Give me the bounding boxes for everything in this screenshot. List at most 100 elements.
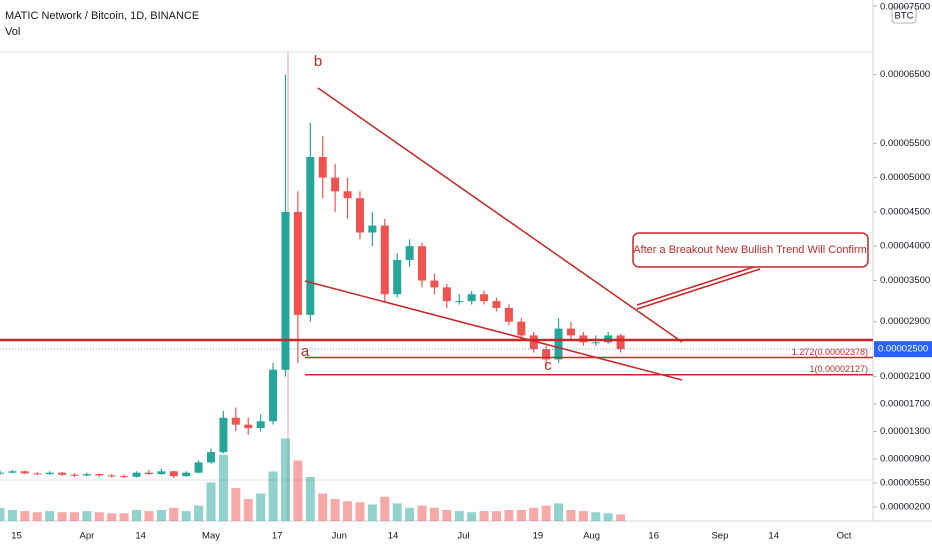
volume-bar: [231, 488, 241, 521]
volume-bar: [57, 512, 67, 521]
volume-bar: [169, 507, 179, 521]
candle-body: [405, 246, 414, 260]
candle-body: [566, 328, 575, 336]
volume-bar: [504, 510, 514, 521]
x-tick-label: Jun: [332, 531, 347, 542]
y-tick-label: 0.00004500: [880, 206, 930, 217]
volume-bar: [516, 510, 526, 521]
candle-body: [70, 474, 79, 476]
volume-bar: [280, 438, 290, 521]
candle-body: [393, 259, 402, 295]
candle-body: [0, 472, 4, 474]
candle-body: [455, 301, 464, 303]
last-price-label: 0.00002500: [878, 344, 928, 355]
volume-bar: [256, 493, 266, 521]
candle-body: [380, 225, 389, 295]
x-tick-label: Sep: [711, 531, 728, 542]
candle-body: [517, 321, 526, 336]
volume-bar: [94, 512, 104, 521]
candle-body: [368, 225, 377, 233]
volume-bar: [529, 507, 539, 521]
candle-body: [144, 472, 153, 475]
volume-bar: [7, 510, 17, 521]
candle-body: [58, 472, 67, 475]
volume-bar: [442, 510, 452, 521]
candle-body: [318, 156, 327, 178]
plot: [0, 74, 626, 521]
volume-bar: [616, 514, 626, 521]
y-tick-label: 0.00000900: [880, 453, 930, 464]
note-box: [632, 232, 869, 268]
x-tick-label: 14: [388, 531, 399, 542]
note-text: After a Breakout New Bullish Trend Will …: [633, 244, 867, 256]
volume-bar: [603, 513, 613, 521]
volume-bar: [479, 511, 489, 521]
volume-bar: [566, 510, 576, 521]
candle-body: [504, 307, 513, 322]
candle-body: [529, 335, 538, 350]
y-tick-label: 0.00007500: [880, 2, 930, 13]
candle-body: [256, 421, 265, 429]
volume-bar: [392, 503, 402, 521]
candle-body: [542, 349, 551, 360]
candle-body: [132, 472, 141, 477]
volume-bar: [541, 505, 551, 521]
volume-bar: [305, 477, 315, 521]
x-tick-label: May: [202, 531, 220, 542]
candle-body: [82, 474, 91, 476]
volume-bar: [144, 511, 154, 521]
volume-bar: [417, 505, 427, 521]
candle-body: [8, 471, 17, 473]
x-tick-label: 15: [11, 531, 22, 542]
candle-body: [430, 280, 439, 288]
volume-bar: [206, 482, 216, 521]
note-pointer: [636, 264, 761, 306]
volume-bar: [318, 493, 328, 521]
volume-bar: [194, 505, 204, 521]
volume-bar: [454, 511, 464, 521]
volume-bar: [82, 511, 92, 521]
y-tick-label: 0.00001700: [880, 399, 930, 410]
y-tick-label: 0.00004000: [880, 241, 930, 252]
candle-body: [331, 177, 340, 192]
volume-bar: [380, 496, 390, 521]
volume-bar: [591, 512, 601, 521]
candle-body: [182, 472, 191, 477]
currency-label: BTC: [895, 11, 914, 22]
volume-bar: [132, 510, 142, 521]
currency-box[interactable]: [891, 6, 917, 24]
x-tick-label: 17: [272, 531, 283, 542]
x-tick-label: 16: [648, 531, 659, 542]
candle-body: [45, 472, 54, 475]
candle-body: [169, 471, 178, 477]
candle-body: [418, 246, 427, 281]
volume-bar: [156, 510, 166, 521]
y-tick-label: 0.00001300: [880, 426, 930, 437]
volume-bar: [181, 511, 191, 521]
y-tick-label: 0.00002100: [880, 371, 930, 382]
volume-bar: [268, 471, 278, 521]
candle-body: [293, 211, 302, 315]
fib-label: 1(0.00002127): [809, 364, 868, 374]
volume-bar: [0, 507, 5, 521]
volume-bar: [429, 507, 439, 521]
candle-body: [120, 476, 129, 478]
volume-bar: [405, 507, 415, 521]
x-tick-label: Jul: [457, 531, 469, 542]
volume-bar: [218, 455, 228, 521]
volume-bar: [491, 511, 501, 521]
candle-body: [554, 328, 563, 360]
y-tick-label: 0.00003500: [880, 275, 930, 286]
candle-body: [492, 301, 501, 308]
y-tick-label: 0.00006500: [880, 69, 930, 80]
x-tick-label: 14: [768, 531, 779, 542]
x-tick-label: Oct: [837, 531, 852, 542]
candle-body: [207, 452, 216, 463]
candle-body: [343, 191, 352, 199]
lower-trendline: [304, 280, 683, 381]
x-tick-label: Aug: [583, 531, 600, 542]
x-tick-label: 19: [533, 531, 544, 542]
wave-b: b: [314, 53, 322, 70]
y-tick-label: 0.00000200: [880, 502, 930, 513]
